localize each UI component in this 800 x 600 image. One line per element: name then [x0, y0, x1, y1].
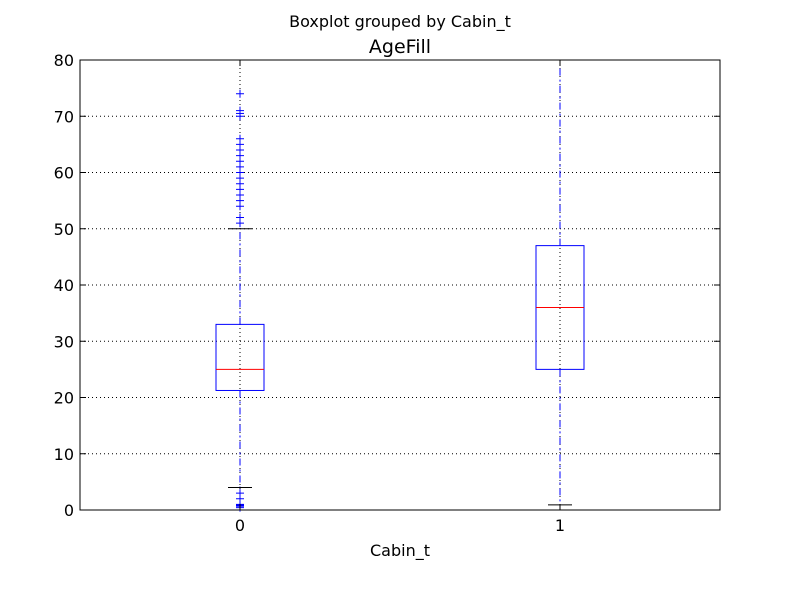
axes: 0 10 20 30 40 50 60 70 80 0 1: [54, 51, 720, 535]
y-tick-label: 0: [64, 501, 74, 520]
flier-point: [236, 134, 244, 143]
x-axis-label: Cabin_t: [370, 541, 430, 561]
boxes: [215, 59, 585, 512]
y-tick-label: 60: [54, 164, 74, 183]
box-group-1: [535, 59, 585, 506]
y-tick-label: 40: [54, 276, 74, 295]
y-tick-label: 70: [54, 107, 74, 126]
x-tick-label: 0: [235, 516, 245, 535]
chart-title: AgeFill: [369, 36, 431, 58]
box: [215, 323, 265, 391]
flier-point: [236, 213, 244, 222]
y-tick-label: 10: [54, 445, 74, 464]
flier-point: [236, 89, 244, 98]
y-tick-label: 80: [54, 51, 74, 70]
x-tick-label: 1: [555, 516, 565, 535]
y-tick-label: 50: [54, 220, 74, 239]
y-tick-label: 20: [54, 389, 74, 408]
flier-point: [236, 489, 244, 498]
y-tick-label: 30: [54, 332, 74, 351]
grid: [80, 59, 720, 511]
chart-suptitle: Boxplot grouped by Cabin_t: [289, 12, 511, 32]
box-group-0: [215, 89, 265, 512]
flier-point: [236, 106, 244, 115]
